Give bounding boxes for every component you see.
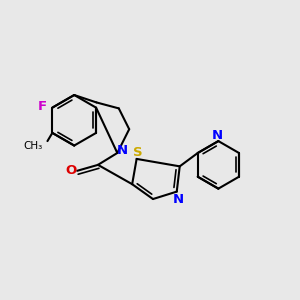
Text: S: S xyxy=(133,146,143,159)
Text: N: N xyxy=(117,143,128,157)
Text: N: N xyxy=(173,193,184,206)
Text: F: F xyxy=(38,100,46,113)
Text: N: N xyxy=(211,129,222,142)
Text: O: O xyxy=(65,164,76,177)
Text: CH₃: CH₃ xyxy=(23,140,42,151)
